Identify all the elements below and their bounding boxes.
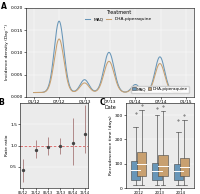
- DHA-piperaquine: [102, 76, 104, 78]
- FancyBboxPatch shape: [174, 164, 183, 180]
- DHA-piperaquine: [58, 38, 60, 40]
- Y-axis label: Rate ratio: Rate ratio: [5, 135, 9, 156]
- MAQ: [148, 89, 150, 91]
- DHA-piperaquine: [60, 42, 62, 44]
- MAQ: [72, 90, 74, 92]
- DHA-piperaquine: [32, 91, 35, 94]
- X-axis label: Date: Date: [104, 105, 116, 110]
- FancyBboxPatch shape: [180, 158, 189, 177]
- FancyBboxPatch shape: [152, 163, 162, 180]
- Line: MAQ: MAQ: [34, 21, 186, 93]
- DHA-piperaquine: [185, 87, 188, 89]
- MAQ: [58, 20, 60, 22]
- Y-axis label: Incidence density (Day⁻¹): Incidence density (Day⁻¹): [5, 24, 9, 80]
- DHA-piperaquine: [148, 89, 150, 92]
- DHA-piperaquine: [72, 90, 74, 93]
- Y-axis label: Recrudescence time (days): Recrudescence time (days): [109, 116, 113, 175]
- FancyBboxPatch shape: [158, 155, 168, 176]
- Text: A: A: [1, 2, 7, 11]
- Text: C: C: [100, 98, 105, 107]
- DHA-piperaquine: [135, 85, 137, 87]
- MAQ: [32, 91, 35, 94]
- FancyBboxPatch shape: [137, 152, 146, 176]
- Text: B: B: [0, 98, 4, 107]
- MAQ: [135, 83, 137, 86]
- DHA-piperaquine: [123, 91, 125, 93]
- Legend: MAQ, DHA-piperaquine: MAQ, DHA-piperaquine: [84, 9, 153, 22]
- FancyBboxPatch shape: [131, 161, 140, 180]
- MAQ: [60, 25, 62, 27]
- Legend: MAQ, DHA-piperaquine: MAQ, DHA-piperaquine: [131, 86, 189, 93]
- MAQ: [185, 86, 188, 88]
- MAQ: [102, 71, 104, 74]
- Line: DHA-piperaquine: DHA-piperaquine: [34, 39, 186, 93]
- MAQ: [123, 91, 125, 93]
